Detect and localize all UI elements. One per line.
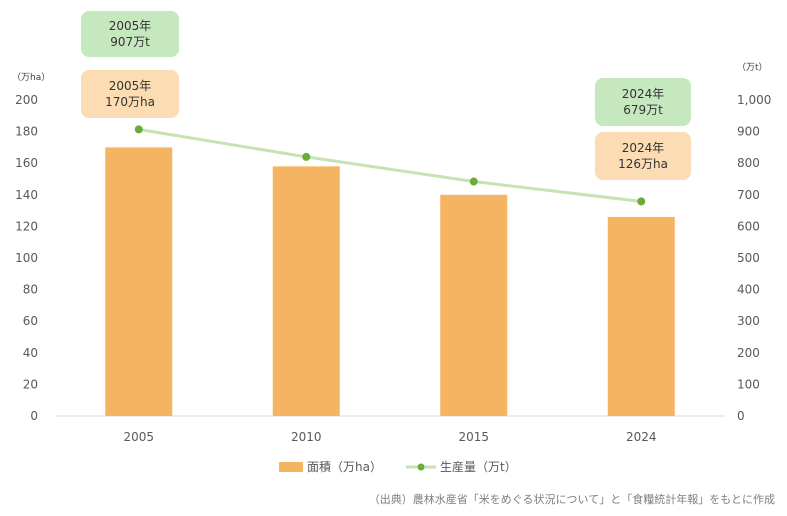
callout-2005-area-text: 2005年 170万ha: [105, 79, 155, 109]
x-tick-2010: 2010: [291, 430, 322, 444]
callout-2005-area: 2005年 170万ha: [81, 70, 179, 118]
production-point-2015: [469, 177, 478, 186]
production-point-2005: [134, 125, 143, 134]
x-tick-2005: 2005: [123, 430, 154, 444]
left-tick-140: 140: [15, 188, 38, 202]
right-tick-900: 900: [737, 125, 760, 139]
legend-area-label: 面積（万ha）: [307, 459, 382, 474]
left-axis-unit: （万ha）: [12, 72, 50, 83]
bar-2024: [607, 216, 675, 416]
right-tick-1,000: 1,000: [737, 93, 771, 107]
right-tick-200: 200: [737, 346, 760, 360]
right-tick-100: 100: [737, 377, 760, 391]
bar-2005: [105, 147, 173, 416]
callout-2024-production-text: 2024年 679万t: [621, 87, 665, 117]
left-tick-160: 160: [15, 156, 38, 170]
right-tick-700: 700: [737, 188, 760, 202]
callout-2024-production: 2024年 679万t: [595, 78, 691, 126]
left-tick-60: 60: [23, 314, 38, 328]
left-tick-180: 180: [15, 125, 38, 139]
bar-2015: [440, 194, 508, 416]
left-tick-80: 80: [23, 283, 38, 297]
right-tick-600: 600: [737, 219, 760, 233]
legend-production-marker: [417, 463, 425, 471]
production-point-2024: [637, 197, 646, 206]
right-tick-500: 500: [737, 251, 760, 265]
legend-area-swatch: [279, 462, 303, 472]
legend-production-label: 生産量（万t）: [440, 459, 517, 474]
x-tick-2024: 2024: [626, 430, 657, 444]
left-tick-120: 120: [15, 219, 38, 233]
left-tick-40: 40: [23, 346, 38, 360]
callout-2005-production-text: 2005年 907万t: [108, 19, 152, 49]
callout-2024-area: 2024年 126万ha: [595, 132, 691, 180]
right-tick-800: 800: [737, 156, 760, 170]
right-tick-300: 300: [737, 314, 760, 328]
left-tick-20: 20: [23, 377, 38, 391]
right-tick-0: 0: [737, 409, 745, 423]
production-point-2010: [302, 152, 311, 161]
x-tick-2015: 2015: [458, 430, 489, 444]
bar-2010: [272, 166, 340, 416]
left-tick-0: 0: [30, 409, 38, 423]
right-tick-400: 400: [737, 283, 760, 297]
callout-2005-production: 2005年 907万t: [81, 11, 179, 57]
left-tick-100: 100: [15, 251, 38, 265]
callout-2024-area-text: 2024年 126万ha: [618, 141, 668, 171]
right-axis-unit: （万t）: [737, 62, 768, 73]
left-tick-200: 200: [15, 93, 38, 107]
source-note: （出典）農林水産省「米をめぐる状況について」と「食糧統計年報」をもとに作成: [368, 493, 775, 506]
production-line: [138, 127, 642, 203]
